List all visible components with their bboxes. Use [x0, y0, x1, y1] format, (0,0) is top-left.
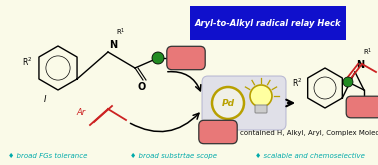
Text: R$^1$: R$^1$	[363, 47, 373, 58]
FancyBboxPatch shape	[190, 6, 346, 40]
Text: Ar: Ar	[77, 108, 86, 117]
Circle shape	[152, 52, 164, 64]
Text: R$^1$: R$^1$	[116, 27, 125, 38]
Text: I: I	[43, 95, 46, 104]
Text: O: O	[354, 102, 362, 112]
Text: N: N	[109, 40, 117, 50]
Text: O: O	[138, 82, 146, 92]
Text: Aryl-to-Alkyl radical relay Heck: Aryl-to-Alkyl radical relay Heck	[195, 19, 341, 29]
FancyBboxPatch shape	[167, 46, 205, 70]
Text: N: N	[356, 60, 364, 70]
Text: R$^2$: R$^2$	[22, 56, 32, 68]
Text: Pd: Pd	[222, 99, 235, 109]
Text: ♦ broad FGs tolerance: ♦ broad FGs tolerance	[8, 153, 87, 159]
FancyBboxPatch shape	[346, 96, 378, 118]
FancyBboxPatch shape	[255, 105, 267, 113]
FancyBboxPatch shape	[202, 76, 286, 130]
FancyBboxPatch shape	[199, 120, 237, 144]
Circle shape	[212, 87, 244, 119]
Circle shape	[343, 77, 353, 87]
Text: ♦ scalable and chemoselective: ♦ scalable and chemoselective	[255, 153, 365, 159]
Text: ♦ broad substrtae scope: ♦ broad substrtae scope	[130, 153, 217, 159]
Text: contained H, Alkyl, Aryl, Complex Molecules: contained H, Alkyl, Aryl, Complex Molecu…	[240, 130, 378, 136]
Circle shape	[250, 85, 272, 107]
Text: R$^2$: R$^2$	[292, 77, 302, 89]
